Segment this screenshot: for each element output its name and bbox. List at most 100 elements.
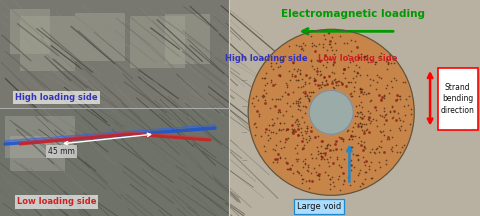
Point <box>363 73 371 76</box>
Bar <box>165 14 210 64</box>
Point <box>286 69 293 72</box>
Point <box>356 168 363 172</box>
Point <box>357 111 364 114</box>
Point <box>322 154 329 157</box>
Point <box>357 125 364 128</box>
Text: Large void: Large void <box>297 202 341 211</box>
Point <box>377 145 385 149</box>
Point <box>348 159 355 162</box>
Point <box>359 105 366 109</box>
Point <box>276 122 284 125</box>
Point <box>328 70 336 74</box>
Point <box>304 164 312 167</box>
Point <box>355 103 363 106</box>
Point <box>322 65 330 69</box>
Point <box>345 80 352 84</box>
Point <box>392 144 400 147</box>
Point <box>295 98 303 101</box>
Point <box>344 41 351 44</box>
Point <box>302 138 310 141</box>
Point <box>401 80 408 83</box>
Point <box>356 121 364 125</box>
Point <box>372 60 380 64</box>
Point <box>316 42 324 45</box>
Point <box>289 128 297 132</box>
Point <box>323 143 331 146</box>
Point <box>255 115 263 118</box>
Point <box>262 76 269 79</box>
Point <box>372 87 380 90</box>
Point <box>289 171 297 175</box>
Point <box>313 145 321 149</box>
Point <box>252 126 260 129</box>
Point <box>379 129 386 133</box>
Point <box>293 170 301 173</box>
Point <box>384 61 392 65</box>
Point <box>334 83 342 87</box>
Text: High loading side: High loading side <box>15 93 98 102</box>
Point <box>298 133 306 136</box>
Point <box>319 64 327 67</box>
Point <box>361 146 369 150</box>
Point <box>362 122 370 125</box>
Point <box>347 80 355 84</box>
Point <box>304 170 312 173</box>
Bar <box>229 0 480 216</box>
Point <box>378 114 386 118</box>
Point <box>388 149 396 152</box>
Point <box>402 97 410 100</box>
Point <box>383 67 390 71</box>
Point <box>276 110 284 114</box>
Point <box>323 146 330 150</box>
Point <box>352 63 360 67</box>
Point <box>361 177 369 181</box>
Point <box>340 178 348 182</box>
Point <box>357 86 364 89</box>
Point <box>346 183 354 187</box>
Point <box>267 81 275 84</box>
Point <box>299 137 307 140</box>
Point <box>261 149 269 153</box>
Point <box>328 48 336 51</box>
Point <box>339 138 347 141</box>
Point <box>282 160 290 163</box>
Point <box>300 90 307 94</box>
Point <box>301 130 309 133</box>
Bar <box>0 0 229 108</box>
Point <box>300 159 307 162</box>
Point <box>252 94 260 97</box>
Point <box>365 91 373 94</box>
Point <box>381 113 389 116</box>
Point <box>307 59 314 62</box>
Point <box>307 59 314 63</box>
Point <box>372 147 380 150</box>
Point <box>360 160 368 164</box>
Point <box>396 94 403 97</box>
Point <box>317 144 324 148</box>
Point <box>294 86 302 89</box>
Point <box>320 75 327 78</box>
Point <box>267 62 275 65</box>
Point <box>297 48 305 51</box>
Point <box>382 158 390 162</box>
Point <box>388 135 396 138</box>
Point <box>354 174 362 177</box>
Point <box>375 150 383 154</box>
Point <box>326 187 334 191</box>
Point <box>364 92 372 95</box>
Point <box>294 157 302 160</box>
Point <box>291 146 299 150</box>
Point <box>347 145 354 148</box>
Point <box>301 161 309 164</box>
Point <box>388 105 396 109</box>
Point <box>276 64 284 68</box>
Point <box>340 41 348 45</box>
Point <box>279 127 287 131</box>
Point <box>288 75 296 78</box>
Point <box>306 97 313 101</box>
Point <box>372 151 379 155</box>
Point <box>365 164 372 168</box>
Point <box>360 144 368 147</box>
Point <box>337 148 345 151</box>
Point <box>270 122 278 125</box>
